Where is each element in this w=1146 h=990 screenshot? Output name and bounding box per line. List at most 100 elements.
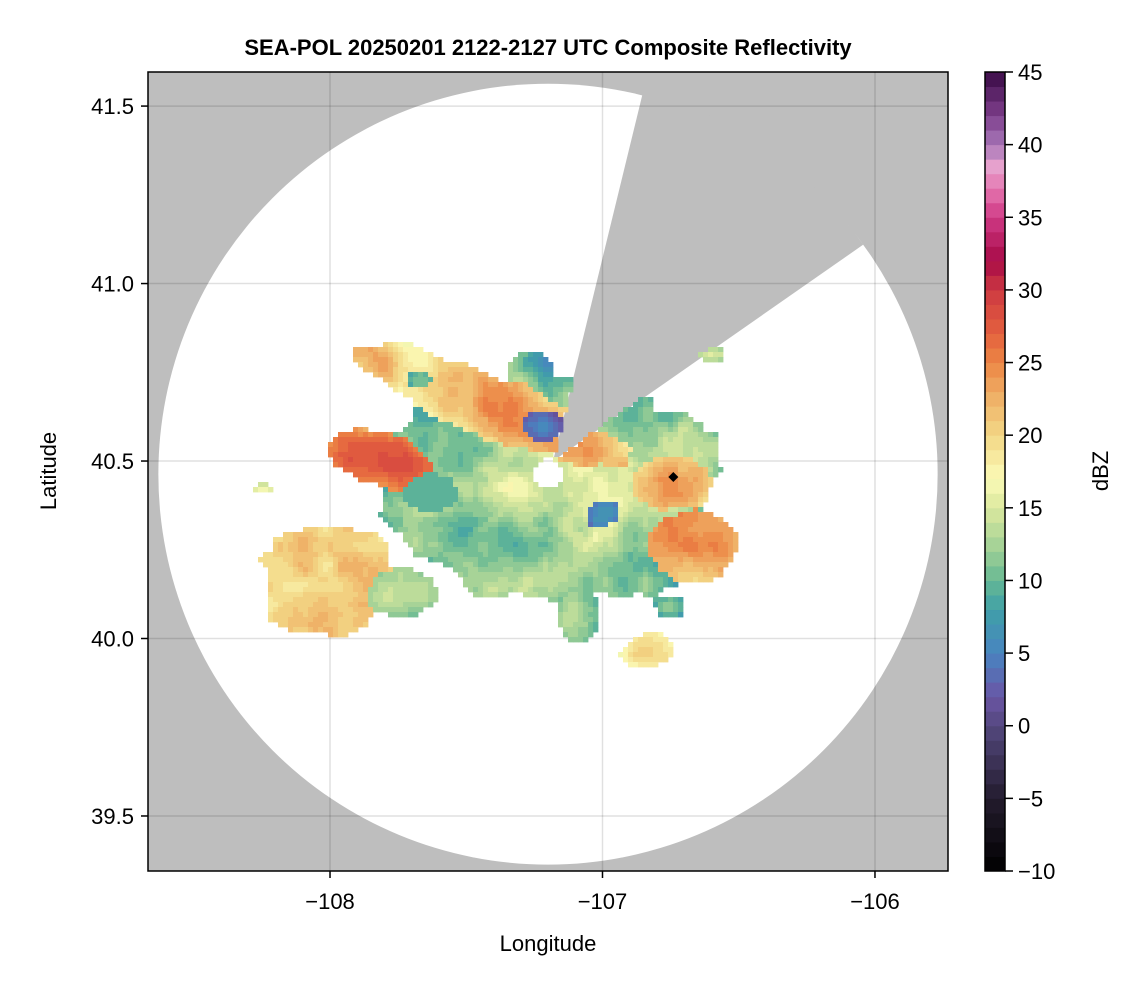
echo-pixel: [268, 582, 274, 588]
echo-pixel: [343, 432, 349, 438]
echo-pixel: [663, 502, 669, 508]
echo-pixel: [678, 537, 684, 543]
echo-pixel: [363, 562, 369, 568]
echo-pixel: [473, 452, 479, 458]
echo-pixel: [383, 502, 389, 508]
echo-pixel: [538, 587, 544, 593]
echo-pixel: [338, 627, 344, 633]
echo-pixel: [518, 542, 524, 548]
echo-pixel: [643, 442, 649, 448]
echo-pixel: [628, 562, 634, 568]
echo-pixel: [728, 542, 734, 548]
echo-pixel: [678, 572, 684, 578]
echo-pixel: [438, 447, 444, 453]
echo-pixel: [623, 502, 629, 508]
echo-pixel: [573, 617, 579, 623]
echo-pixel: [473, 467, 479, 473]
echo-pixel: [523, 367, 529, 373]
echo-pixel: [643, 587, 649, 593]
echo-pixel: [638, 582, 644, 588]
echo-pixel: [568, 482, 574, 488]
echo-pixel: [613, 447, 619, 453]
echo-pixel: [628, 497, 634, 503]
echo-pixel: [623, 407, 629, 413]
echo-pixel: [568, 582, 574, 588]
echo-pixel: [588, 612, 594, 618]
echo-pixel: [528, 467, 534, 473]
echo-pixel: [298, 597, 304, 603]
echo-pixel: [513, 492, 519, 498]
echo-pixel: [618, 477, 624, 483]
echo-pixel: [508, 377, 514, 383]
echo-pixel: [373, 477, 379, 483]
echo-pixel: [413, 482, 419, 488]
echo-pixel: [473, 472, 479, 478]
echo-pixel: [528, 432, 534, 438]
echo-pixel: [608, 572, 614, 578]
echo-pixel: [703, 477, 709, 483]
echo-pixel: [428, 352, 434, 358]
echo-pixel: [688, 502, 694, 508]
echo-pixel: [278, 617, 284, 623]
echo-pixel: [498, 587, 504, 593]
echo-pixel: [558, 392, 564, 398]
echo-pixel: [478, 462, 484, 468]
echo-pixel: [668, 497, 674, 503]
echo-pixel: [413, 517, 419, 523]
echo-pixel: [423, 532, 429, 538]
echo-pixel: [423, 602, 429, 608]
echo-pixel: [563, 537, 569, 543]
echo-pixel: [653, 447, 659, 453]
echo-pixel: [683, 412, 689, 418]
echo-pixel: [438, 517, 444, 523]
echo-pixel: [343, 547, 349, 553]
echo-pixel: [713, 437, 719, 443]
echo-pixel: [348, 537, 354, 543]
echo-pixel: [718, 572, 724, 578]
echo-pixel: [473, 492, 479, 498]
echo-pixel: [508, 447, 514, 453]
echo-pixel: [628, 657, 634, 663]
echo-pixel: [623, 542, 629, 548]
echo-pixel: [363, 597, 369, 603]
echo-pixel: [318, 532, 324, 538]
echo-pixel: [493, 512, 499, 518]
echo-pixel: [318, 527, 324, 533]
echo-pixel: [343, 552, 349, 558]
echo-pixel: [358, 477, 364, 483]
echo-pixel: [558, 422, 564, 428]
echo-pixel: [633, 477, 639, 483]
echo-pixel: [383, 577, 389, 583]
echo-pixel: [378, 442, 384, 448]
echo-pixel: [608, 567, 614, 573]
echo-pixel: [483, 562, 489, 568]
echo-pixel: [713, 467, 719, 473]
echo-pixel: [508, 552, 514, 558]
echo-pixel: [433, 492, 439, 498]
echo-pixel: [523, 362, 529, 368]
echo-pixel: [508, 587, 514, 593]
echo-pixel: [648, 422, 654, 428]
echo-pixel: [343, 452, 349, 458]
echo-pixel: [538, 452, 544, 458]
echo-pixel: [363, 447, 369, 453]
echo-pixel: [368, 457, 374, 463]
echo-pixel: [363, 567, 369, 573]
colorbar-bin: [985, 464, 1005, 480]
echo-pixel: [473, 457, 479, 463]
echo-pixel: [708, 352, 714, 358]
echo-pixel: [383, 467, 389, 473]
echo-pixel: [408, 582, 414, 588]
echo-pixel: [333, 632, 339, 638]
echo-pixel: [333, 532, 339, 538]
echo-pixel: [398, 472, 404, 478]
echo-pixel: [518, 412, 524, 418]
echo-pixel: [463, 392, 469, 398]
echo-pixel: [558, 402, 564, 408]
echo-pixel: [473, 552, 479, 558]
echo-pixel: [308, 617, 314, 623]
echo-pixel: [573, 542, 579, 548]
echo-pixel: [628, 442, 634, 448]
colorbar-bin: [985, 624, 1005, 640]
echo-pixel: [418, 522, 424, 528]
